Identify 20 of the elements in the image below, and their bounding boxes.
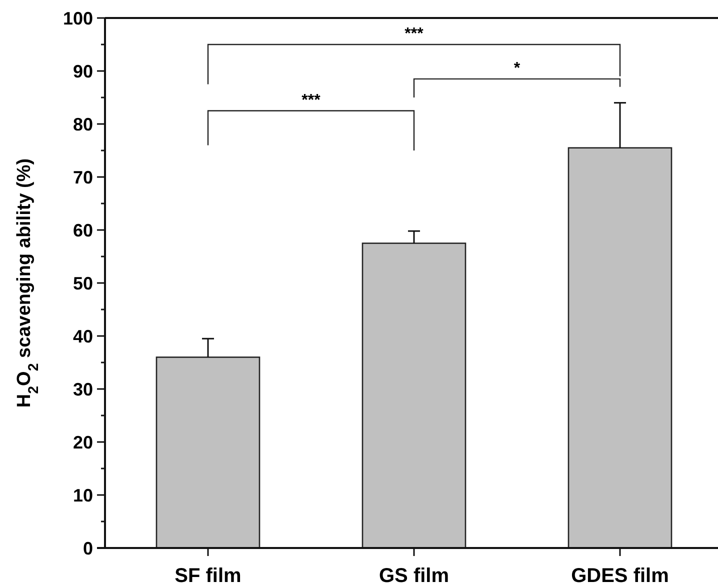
y-tick-label: 40 bbox=[72, 326, 93, 346]
y-tick-label: 50 bbox=[72, 273, 93, 294]
y-tick-label: 10 bbox=[72, 485, 93, 506]
annotation: * bbox=[514, 60, 521, 77]
bar bbox=[156, 356, 260, 549]
y-tick-label: 100 bbox=[62, 8, 93, 28]
y-tick-label: 80 bbox=[72, 114, 93, 134]
x-tick-label: GS film bbox=[378, 565, 450, 587]
y-tick-label: 30 bbox=[72, 379, 93, 400]
x-tick-label: GDES film bbox=[571, 565, 669, 587]
bar bbox=[362, 242, 466, 549]
y-tick-label: 90 bbox=[72, 61, 93, 82]
y-tick-label: 0 bbox=[82, 538, 93, 558]
y-tick-label: 20 bbox=[72, 432, 93, 452]
y-tick-label: 60 bbox=[72, 220, 93, 240]
y-tick-label: 70 bbox=[72, 167, 93, 188]
annotation: *** bbox=[404, 26, 424, 42]
annotation: *** bbox=[302, 92, 322, 109]
bar bbox=[568, 147, 672, 549]
x-tick-label: SF film bbox=[174, 565, 242, 587]
